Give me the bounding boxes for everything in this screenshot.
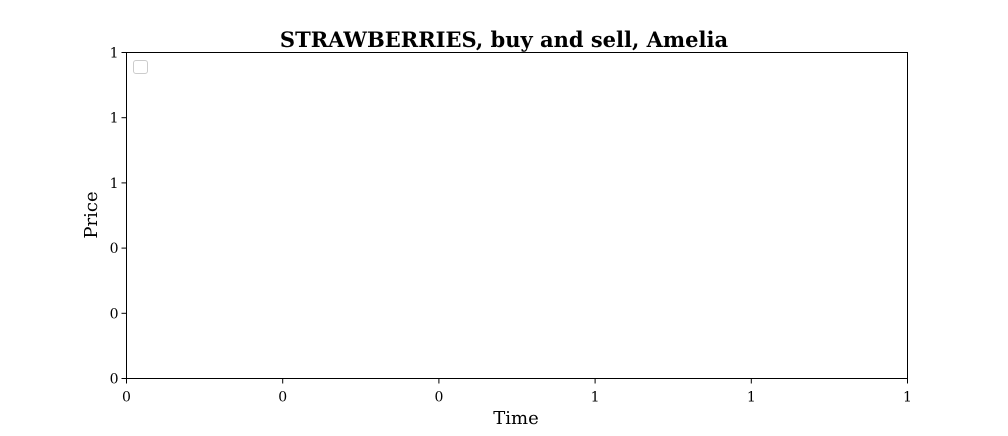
- x-tick-label: 1: [747, 390, 756, 406]
- y-tick-label: 0: [110, 372, 119, 388]
- chart-title: STRAWBERRIES, buy and sell, Amelia: [280, 27, 729, 52]
- x-axis-label: Time: [493, 408, 538, 429]
- x-tick-label: 1: [903, 390, 912, 406]
- legend-box: [133, 60, 148, 74]
- y-tick-label: 1: [110, 111, 119, 127]
- x-tick-label: 0: [434, 390, 443, 406]
- y-tick-label: 1: [110, 176, 119, 192]
- x-axis-ticks: 0 0 0 1 1 1: [122, 378, 912, 406]
- y-tick-label: 1: [110, 46, 119, 62]
- y-axis-ticks: 0 0 0 1 1 1: [110, 46, 127, 388]
- y-axis-label: Price: [81, 191, 102, 238]
- y-tick-label: 0: [110, 306, 119, 322]
- x-tick-label: 0: [278, 390, 287, 406]
- x-tick-label: 0: [122, 390, 131, 406]
- y-tick-label: 0: [110, 241, 119, 257]
- x-tick-label: 1: [591, 390, 600, 406]
- plot-area: [126, 52, 908, 379]
